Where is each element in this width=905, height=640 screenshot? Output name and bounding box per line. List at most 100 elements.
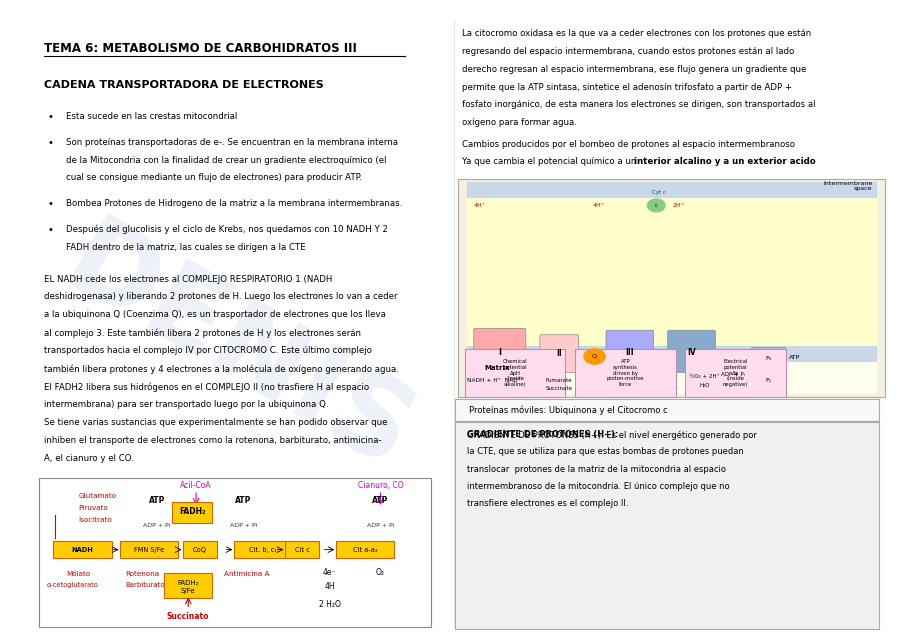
Text: 2H⁺: 2H⁺ [672,203,684,208]
Text: S/Fe: S/Fe [181,588,195,594]
Circle shape [584,349,605,364]
Text: a la ubiquinona Q (Coenzima Q), es un trasportador de electrones que los lleva: a la ubiquinona Q (Coenzima Q), es un tr… [43,310,386,319]
Text: Ya que cambia el potencial químico a un: Ya que cambia el potencial químico a un [462,157,640,166]
Text: GRADIENTE DE PROTONES (H+): Es el nivel energético generado por: GRADIENTE DE PROTONES (H+): Es el nivel … [467,430,757,440]
Text: NADH + H⁺  NAD⁺: NADH + H⁺ NAD⁺ [467,378,520,383]
Text: F₁: F₁ [766,378,772,383]
FancyBboxPatch shape [455,399,880,421]
Text: transfiere electrones es el complejo II.: transfiere electrones es el complejo II. [467,499,628,508]
Text: 4H⁺: 4H⁺ [474,203,486,208]
Text: Cambios producidos por el bombeo de protones al espacio intermembranoso: Cambios producidos por el bombeo de prot… [462,140,795,148]
Text: TEMA 6: METABOLISMO DE CARBOHIDRATOS III: TEMA 6: METABOLISMO DE CARBOHIDRATOS III [43,42,357,54]
Text: Antimicina A: Antimicina A [224,570,269,577]
Text: 4e⁻: 4e⁻ [323,568,337,577]
Text: NADH: NADH [71,547,93,553]
Text: derecho regresan al espacio intermembrana, ese flujo genera un gradiente que: derecho regresan al espacio intermembran… [462,65,806,74]
FancyBboxPatch shape [183,541,217,558]
Circle shape [647,199,665,212]
Text: ATP: ATP [372,496,388,505]
FancyBboxPatch shape [336,541,394,558]
Text: Q: Q [592,354,597,359]
Text: de la Mitocondria con la finalidad de crear un gradiente electroquímico (el: de la Mitocondria con la finalidad de cr… [66,156,386,164]
Text: CADENA TRANSPORTADORA DE ELECTRONES: CADENA TRANSPORTADORA DE ELECTRONES [43,80,323,90]
Text: translocar  protones de la matriz de la mitocondria al espacio: translocar protones de la matriz de la m… [467,465,726,474]
Text: cual se consigue mediante un flujo de electrones) para producir ATP.: cual se consigue mediante un flujo de el… [66,173,362,182]
Text: I: I [498,348,500,356]
Text: transportados hacia el complejo IV por CITOCROMO C. Este último complejo: transportados hacia el complejo IV por C… [43,346,371,355]
FancyBboxPatch shape [467,362,877,394]
Text: oxígeno para formar agua.: oxígeno para formar agua. [462,118,577,127]
Text: •: • [48,225,54,235]
Text: ATP: ATP [788,355,800,360]
Text: Cit. b, c₁: Cit. b, c₁ [249,547,277,553]
Text: interior alcalino y a un exterior acido: interior alcalino y a un exterior acido [634,157,816,166]
Text: II: II [557,349,562,358]
Text: ATP: ATP [235,496,252,505]
Text: ATP: ATP [148,496,165,505]
FancyBboxPatch shape [465,349,566,397]
Text: O₂: O₂ [376,568,385,577]
Text: Acil-CoA: Acil-CoA [180,481,212,490]
Text: •: • [48,112,54,122]
Text: ADP + Pᵢ: ADP + Pᵢ [720,372,745,377]
FancyBboxPatch shape [233,541,292,558]
FancyBboxPatch shape [39,478,432,627]
Text: la CTE, que se utiliza para que estas bombas de protones puedan: la CTE, que se utiliza para que estas bo… [467,447,744,456]
FancyBboxPatch shape [467,198,877,346]
Text: también libera protones y 4 electrones a la molécula de oxígeno generando agua.: también libera protones y 4 electrones a… [43,364,398,374]
Text: deshidrogenasa) y liberando 2 protones de H. Luego los electrones lo van a ceder: deshidrogenasa) y liberando 2 protones d… [43,292,397,301]
FancyBboxPatch shape [685,349,786,397]
Text: •: • [48,199,54,209]
Text: IV: IV [687,348,696,357]
Text: permite que la ATP sintasa, sintetice el adenosín trifosfato a partir de ADP +: permite que la ATP sintasa, sintetice el… [462,83,793,92]
Text: Bombea Protones de Hidrogeno de la matriz a la membrana intermembranas.: Bombea Protones de Hidrogeno de la matri… [66,199,402,208]
Text: Proteínas móviles: Ubiquinona y el Citocromo c: Proteínas móviles: Ubiquinona y el Citoc… [470,406,668,415]
Text: regresando del espacio intermembrana, cuando estos protones están al lado: regresando del espacio intermembrana, cu… [462,47,795,56]
Text: Cyt c: Cyt c [652,189,666,195]
Text: Barbiturato: Barbiturato [126,582,165,588]
FancyBboxPatch shape [756,372,781,390]
Text: α-cetoglutarato: α-cetoglutarato [47,582,99,588]
FancyBboxPatch shape [119,541,178,558]
Text: Piruvato: Piruvato [79,505,109,511]
Text: CoQ: CoQ [193,547,207,553]
Text: El FADH2 libera sus hidrógenos en el COMPLEJO II (no trasfiere H al espacio: El FADH2 libera sus hidrógenos en el COM… [43,382,368,392]
FancyBboxPatch shape [474,328,526,376]
Text: al complejo 3. Este también libera 2 protones de H y los electrones serán: al complejo 3. Este también libera 2 pro… [43,328,360,338]
Text: FMN S/Fe: FMN S/Fe [134,547,164,553]
FancyBboxPatch shape [751,348,786,369]
Text: Cit a-a₃: Cit a-a₃ [353,547,377,553]
Text: III: III [625,348,634,357]
Text: Isocitrato: Isocitrato [79,517,112,523]
Text: intermembranoso de la mitocondria. El único complejo que no: intermembranoso de la mitocondria. El ún… [467,482,729,491]
Text: Rotenona: Rotenona [126,570,159,577]
FancyBboxPatch shape [284,541,319,558]
Text: FADH dentro de la matriz, las cuales se dirigen a la CTE: FADH dentro de la matriz, las cuales se … [66,243,305,252]
Text: Son proteínas transportadoras de e-. Se encuentran en la membrana interna: Son proteínas transportadoras de e-. Se … [66,138,397,147]
Text: intermembrana) para ser transportado luego por la ubiquinona Q.: intermembrana) para ser transportado lue… [43,400,329,409]
Text: H₂O: H₂O [700,383,710,388]
Text: Cit c: Cit c [294,547,310,553]
Text: c: c [654,203,658,208]
FancyBboxPatch shape [458,179,885,397]
FancyBboxPatch shape [606,330,653,374]
FancyBboxPatch shape [467,182,877,198]
Text: Fumarate: Fumarate [546,378,573,383]
Text: FADH₂: FADH₂ [179,507,205,516]
Text: 4H: 4H [324,582,335,591]
Text: ATP
synthesis
driven by
proton-motive
force: ATP synthesis driven by proton-motive fo… [606,359,644,387]
FancyBboxPatch shape [668,330,715,372]
Text: Matrix: Matrix [484,365,510,371]
FancyBboxPatch shape [53,541,111,558]
Text: La citocromo oxidasa es la que va a ceder electrones con los protones que están: La citocromo oxidasa es la que va a cede… [462,29,812,38]
Text: Mólato: Mólato [67,570,90,577]
FancyBboxPatch shape [455,422,880,629]
Text: ADP + Pi: ADP + Pi [143,523,170,528]
Text: Esta sucede en las crestas mitocondrial: Esta sucede en las crestas mitocondrial [66,112,237,121]
Text: •: • [48,138,54,148]
Text: Succinato: Succinato [167,612,209,621]
FancyBboxPatch shape [576,349,676,397]
Text: Se tiene varias sustancias que experimentalmente se han podido observar que: Se tiene varias sustancias que experimen… [43,418,387,427]
Text: Chemical
potential
ΔpH
(inside
alkaline): Chemical potential ΔpH (inside alkaline) [503,359,528,387]
Text: F₀: F₀ [766,356,772,361]
